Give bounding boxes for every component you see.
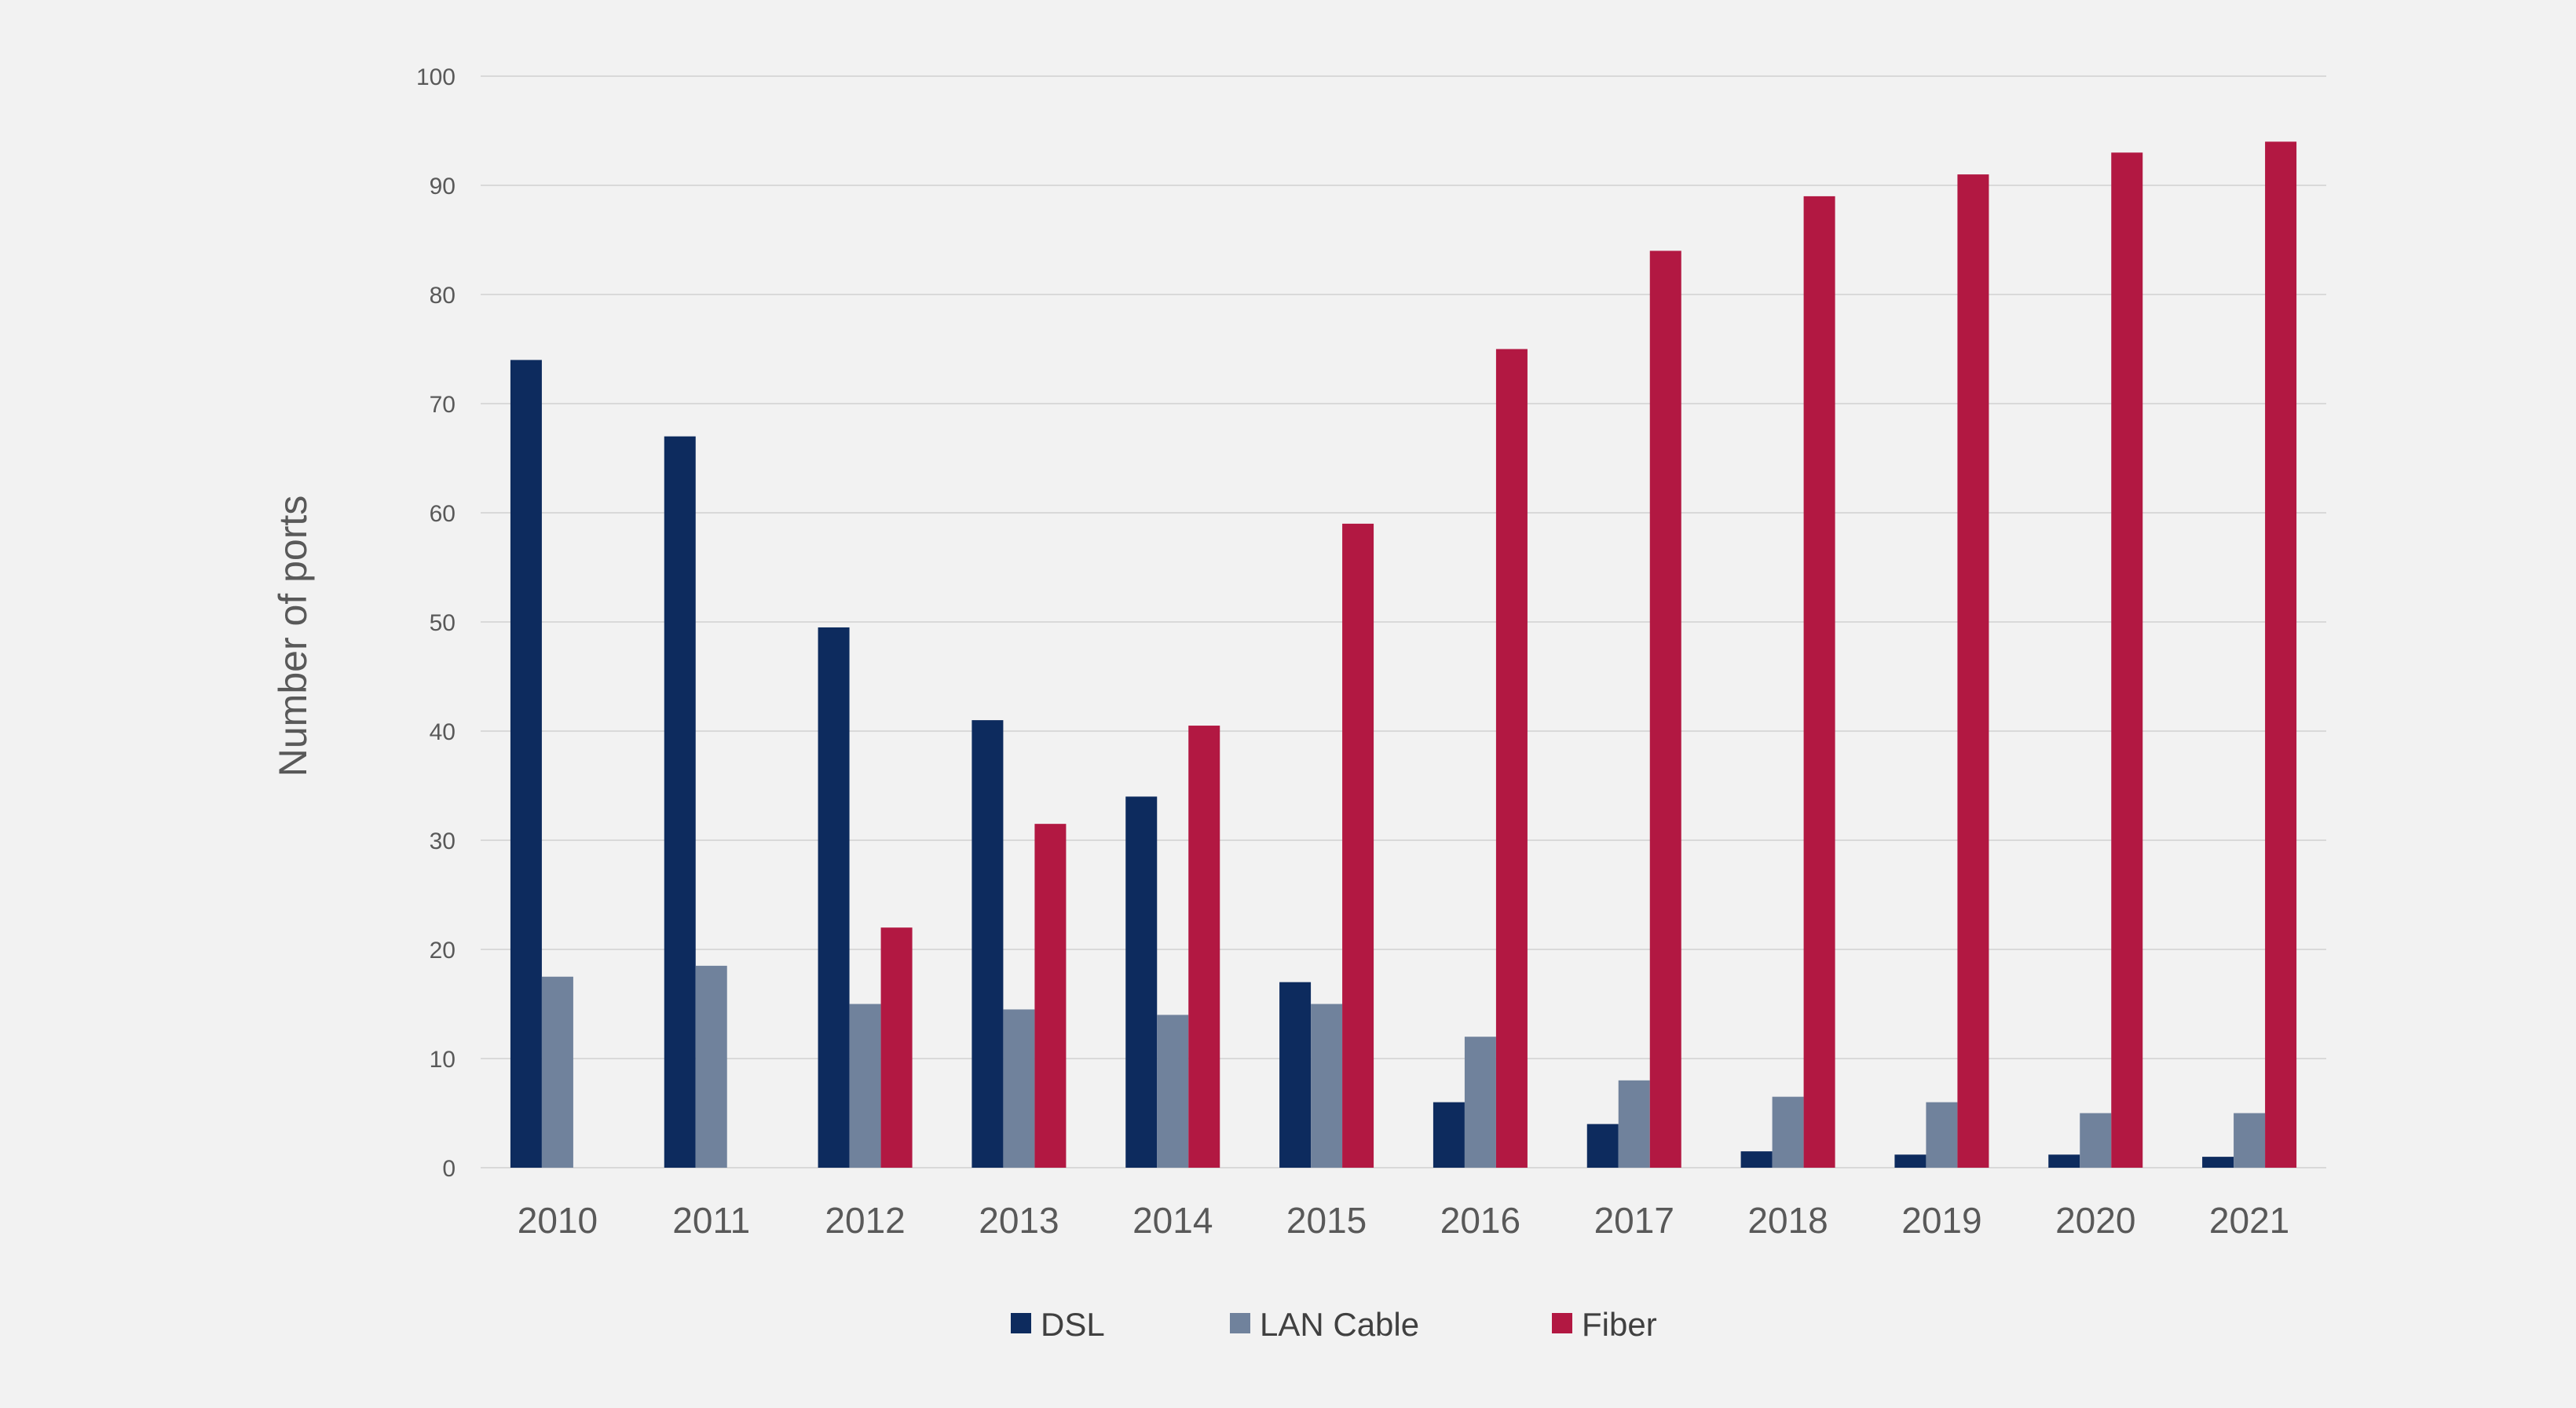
legend-swatch	[1230, 1313, 1250, 1333]
bar-dsl-2020	[2048, 1154, 2080, 1168]
bar-fiber-2019	[1957, 174, 1989, 1168]
y-tick-label: 50	[430, 610, 456, 636]
x-tick-label: 2013	[979, 1200, 1059, 1241]
bar-dsl-2017	[1586, 1124, 1619, 1168]
x-tick-label: 2014	[1132, 1200, 1213, 1241]
x-tick-label: 2016	[1440, 1200, 1520, 1241]
x-axis-ticks: 2010 2011 2012 2013 2014 2015 2016 2017 2018 2019…	[518, 1200, 2290, 1241]
x-tick-label: 2017	[1594, 1200, 1674, 1241]
legend-label: DSL	[1041, 1306, 1105, 1343]
bar-fiber-2021	[2265, 141, 2297, 1168]
bars	[510, 141, 2297, 1168]
bar-lan-cable-2013	[1003, 1009, 1035, 1168]
x-tick-label: 2011	[672, 1200, 750, 1241]
x-tick-label: 2012	[825, 1200, 905, 1241]
legend-label: LAN Cable	[1260, 1306, 1419, 1343]
bar-lan-cable-2018	[1772, 1096, 1804, 1168]
x-tick-label: 2010	[518, 1200, 598, 1241]
x-tick-label: 2021	[2209, 1200, 2289, 1241]
y-tick-label: 10	[430, 1047, 456, 1073]
bar-fiber-2013	[1034, 824, 1067, 1168]
gridlines	[481, 75, 2326, 1168]
legend-label: Fiber	[1582, 1306, 1657, 1343]
bar-lan-cable-2020	[2080, 1113, 2112, 1168]
y-tick-label: 20	[430, 938, 456, 964]
bar-dsl-2013	[971, 720, 1004, 1168]
x-tick-label: 2018	[1747, 1200, 1828, 1241]
y-tick-label: 90	[430, 174, 456, 199]
bar-dsl-2014	[1125, 796, 1158, 1168]
bar-dsl-2021	[2202, 1157, 2234, 1168]
bar-dsl-2018	[1740, 1151, 1773, 1168]
bar-lan-cable-2021	[2234, 1113, 2266, 1168]
y-tick-label: 0	[442, 1156, 456, 1182]
y-tick-label: 70	[430, 392, 456, 418]
bar-dsl-2015	[1279, 982, 1312, 1168]
x-tick-label: 2015	[1286, 1200, 1367, 1241]
bar-dsl-2016	[1433, 1102, 1465, 1168]
bar-lan-cable-2011	[695, 965, 727, 1168]
y-tick-label: 100	[416, 64, 456, 90]
bar-lan-cable-2012	[849, 1004, 881, 1168]
bar-fiber-2017	[1649, 251, 1681, 1168]
bar-dsl-2012	[818, 627, 850, 1168]
y-tick-label: 40	[430, 719, 456, 745]
legend: DSL LAN Cable Fiber	[1011, 1306, 1657, 1343]
bar-lan-cable-2016	[1464, 1037, 1496, 1168]
bar-fiber-2015	[1342, 523, 1374, 1168]
y-axis-ticks: 0 10 20 30 40 50 60 70 80 90 100	[416, 64, 456, 1182]
bar-fiber-2018	[1803, 196, 1835, 1168]
y-axis-title: Number of ports	[271, 496, 315, 777]
x-tick-label: 2019	[1901, 1200, 1981, 1241]
legend-swatch	[1011, 1313, 1031, 1333]
y-tick-label: 30	[430, 828, 456, 854]
legend-swatch	[1552, 1313, 1572, 1333]
bar-lan-cable-2019	[1926, 1102, 1958, 1168]
bar-fiber-2016	[1495, 349, 1528, 1168]
y-tick-label: 80	[430, 283, 456, 309]
bar-dsl-2019	[1894, 1154, 1927, 1168]
bar-dsl-2010	[510, 360, 542, 1168]
x-tick-label: 2020	[2055, 1200, 2135, 1241]
bar-lan-cable-2014	[1157, 1015, 1189, 1168]
bar-lan-cable-2017	[1618, 1080, 1650, 1168]
bar-dsl-2011	[664, 436, 696, 1168]
y-tick-label: 60	[430, 501, 456, 527]
bar-fiber-2012	[880, 927, 913, 1168]
bar-lan-cable-2015	[1311, 1004, 1343, 1168]
bar-lan-cable-2010	[541, 976, 573, 1168]
bar-fiber-2014	[1188, 726, 1220, 1168]
bar-fiber-2020	[2111, 152, 2143, 1168]
